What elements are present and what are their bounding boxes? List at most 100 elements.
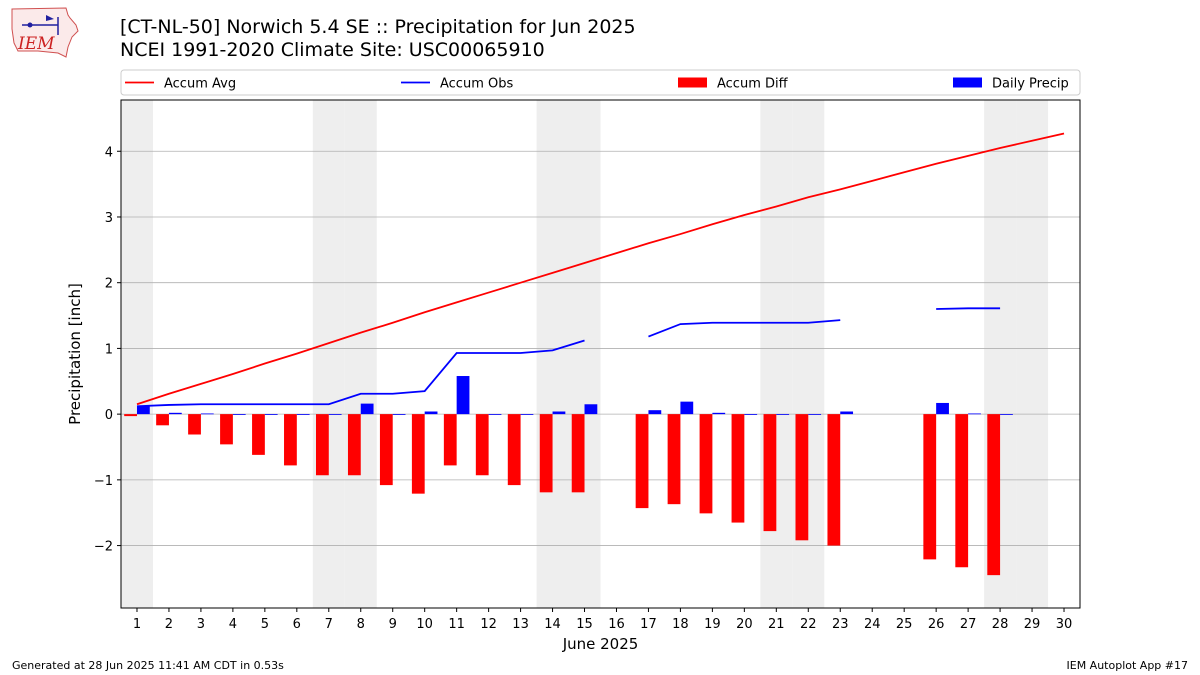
daily-precip-bar — [968, 413, 981, 415]
x-tick-label: 21 — [768, 617, 785, 632]
y-tick-label: 3 — [105, 211, 113, 226]
generated-timestamp: Generated at 28 Jun 2025 11:41 AM CDT in… — [12, 659, 284, 672]
daily-precip-bar — [648, 410, 662, 415]
x-tick-label: 8 — [357, 617, 365, 632]
daily-precip-bar — [936, 402, 949, 415]
x-tick-label: 17 — [640, 617, 657, 632]
x-tick-label: 6 — [293, 617, 301, 632]
daily-precip-bar — [680, 401, 694, 415]
daily-precip-bar — [136, 406, 150, 415]
accum-diff-bar — [827, 414, 841, 546]
x-tick-label: 29 — [1024, 617, 1041, 632]
accum-diff-bar — [667, 414, 681, 505]
accum-diff-bar — [987, 414, 1001, 576]
daily-precip-bar — [360, 403, 374, 415]
accum-avg-line — [136, 132, 1065, 406]
x-tick-label: 7 — [325, 617, 333, 632]
weekend-band — [760, 100, 793, 608]
accum-diff-bar — [379, 414, 393, 486]
weekend-band — [312, 100, 345, 608]
daily-precip-bar — [808, 414, 822, 415]
x-tick-label: 23 — [832, 617, 849, 632]
weekend-band — [1016, 100, 1049, 608]
accum-obs-line — [936, 307, 1001, 310]
x-tick-label: 11 — [448, 617, 465, 632]
accum-diff-bar — [955, 414, 969, 568]
chart-subtitle: NCEI 1991-2020 Climate Site: USC00065910 — [120, 39, 545, 61]
accum-diff-bar — [571, 414, 585, 493]
daily-precip-bar — [552, 411, 566, 415]
lines — [136, 132, 1065, 408]
legend-label: Daily Precip — [992, 77, 1069, 92]
accum-diff-bar — [763, 414, 777, 532]
weekend-band — [344, 100, 377, 608]
plot-frame — [120, 99, 1081, 609]
legend-swatch-bar — [953, 77, 982, 88]
x-tick-label: 13 — [512, 617, 529, 632]
daily-precip-bar — [488, 414, 502, 415]
daily-precip-bar — [712, 412, 726, 415]
legend-label: Accum Diff — [717, 77, 789, 92]
accum-diff-bar — [475, 414, 489, 476]
app-credit: IEM Autoplot App #17 — [1066, 659, 1189, 672]
accum-diff-bar — [411, 414, 425, 494]
x-tick-label: 19 — [704, 617, 721, 632]
daily-precip-bar — [744, 414, 758, 415]
x-tick-label: 9 — [389, 617, 397, 632]
legend-swatch-bar — [678, 77, 707, 88]
accum-diff-bar — [156, 414, 169, 426]
y-tick-label: 1 — [105, 342, 113, 357]
iem-logo: IEM — [11, 7, 79, 58]
accum-diff-bar — [795, 414, 809, 541]
logo-text: IEM — [17, 34, 55, 54]
accum-diff-bar — [347, 414, 361, 476]
x-tick-label: 14 — [544, 617, 561, 632]
daily-precip-bar — [328, 414, 342, 415]
y-tick-label: −2 — [94, 540, 113, 555]
accum-diff-bar — [188, 414, 201, 435]
accum-diff-bar — [731, 414, 745, 523]
y-tick-label: 2 — [105, 277, 113, 292]
weekend-band — [568, 100, 601, 608]
x-tick-label: 28 — [992, 617, 1009, 632]
accum-obs-line — [648, 319, 841, 338]
x-tick-label: 18 — [672, 617, 689, 632]
daily-precip-bar — [456, 376, 470, 415]
x-tick-label: 20 — [736, 617, 753, 632]
legend-label: Accum Avg — [164, 77, 236, 92]
x-tick-label: 2 — [165, 617, 173, 632]
daily-precip-bar — [424, 411, 438, 415]
daily-precip-bar — [168, 412, 182, 415]
daily-precip-bar — [232, 414, 246, 415]
accum-diff-bar — [315, 414, 329, 476]
daily-precip-bar — [776, 414, 790, 415]
daily-precip-bar — [392, 414, 406, 415]
x-tick-label: 3 — [197, 617, 205, 632]
weekend-band — [121, 100, 153, 608]
accum-diff-bar — [507, 414, 521, 486]
accum-diff-bar — [923, 414, 937, 560]
x-axis-label: June 2025 — [562, 635, 639, 653]
legend-label: Accum Obs — [440, 77, 513, 92]
y-axis-label: Precipitation [inch] — [66, 283, 84, 425]
accum-obs-line — [136, 339, 585, 408]
daily-precip-bar — [1000, 414, 1013, 415]
daily-precip-bar — [296, 414, 310, 415]
x-tick-label: 4 — [229, 617, 237, 632]
daily-precip-bar — [520, 414, 534, 415]
daily-precip-bar — [840, 411, 854, 415]
x-tick-label: 15 — [576, 617, 593, 632]
accum-diff-bar — [252, 414, 265, 455]
gridlines — [121, 150, 1080, 546]
chart-title: [CT-NL-50] Norwich 5.4 SE :: Precipitati… — [120, 16, 636, 38]
daily-precip-bar — [200, 413, 214, 415]
x-tick-label: 12 — [480, 617, 497, 632]
daily-precip-bar — [584, 404, 598, 415]
accum-diff-bar — [443, 414, 457, 466]
accum-diff-bar — [220, 414, 233, 445]
x-tick-label: 22 — [800, 617, 817, 632]
bars — [124, 376, 1013, 576]
daily-precip-bar — [264, 414, 278, 415]
x-tick-label: 5 — [261, 617, 269, 632]
